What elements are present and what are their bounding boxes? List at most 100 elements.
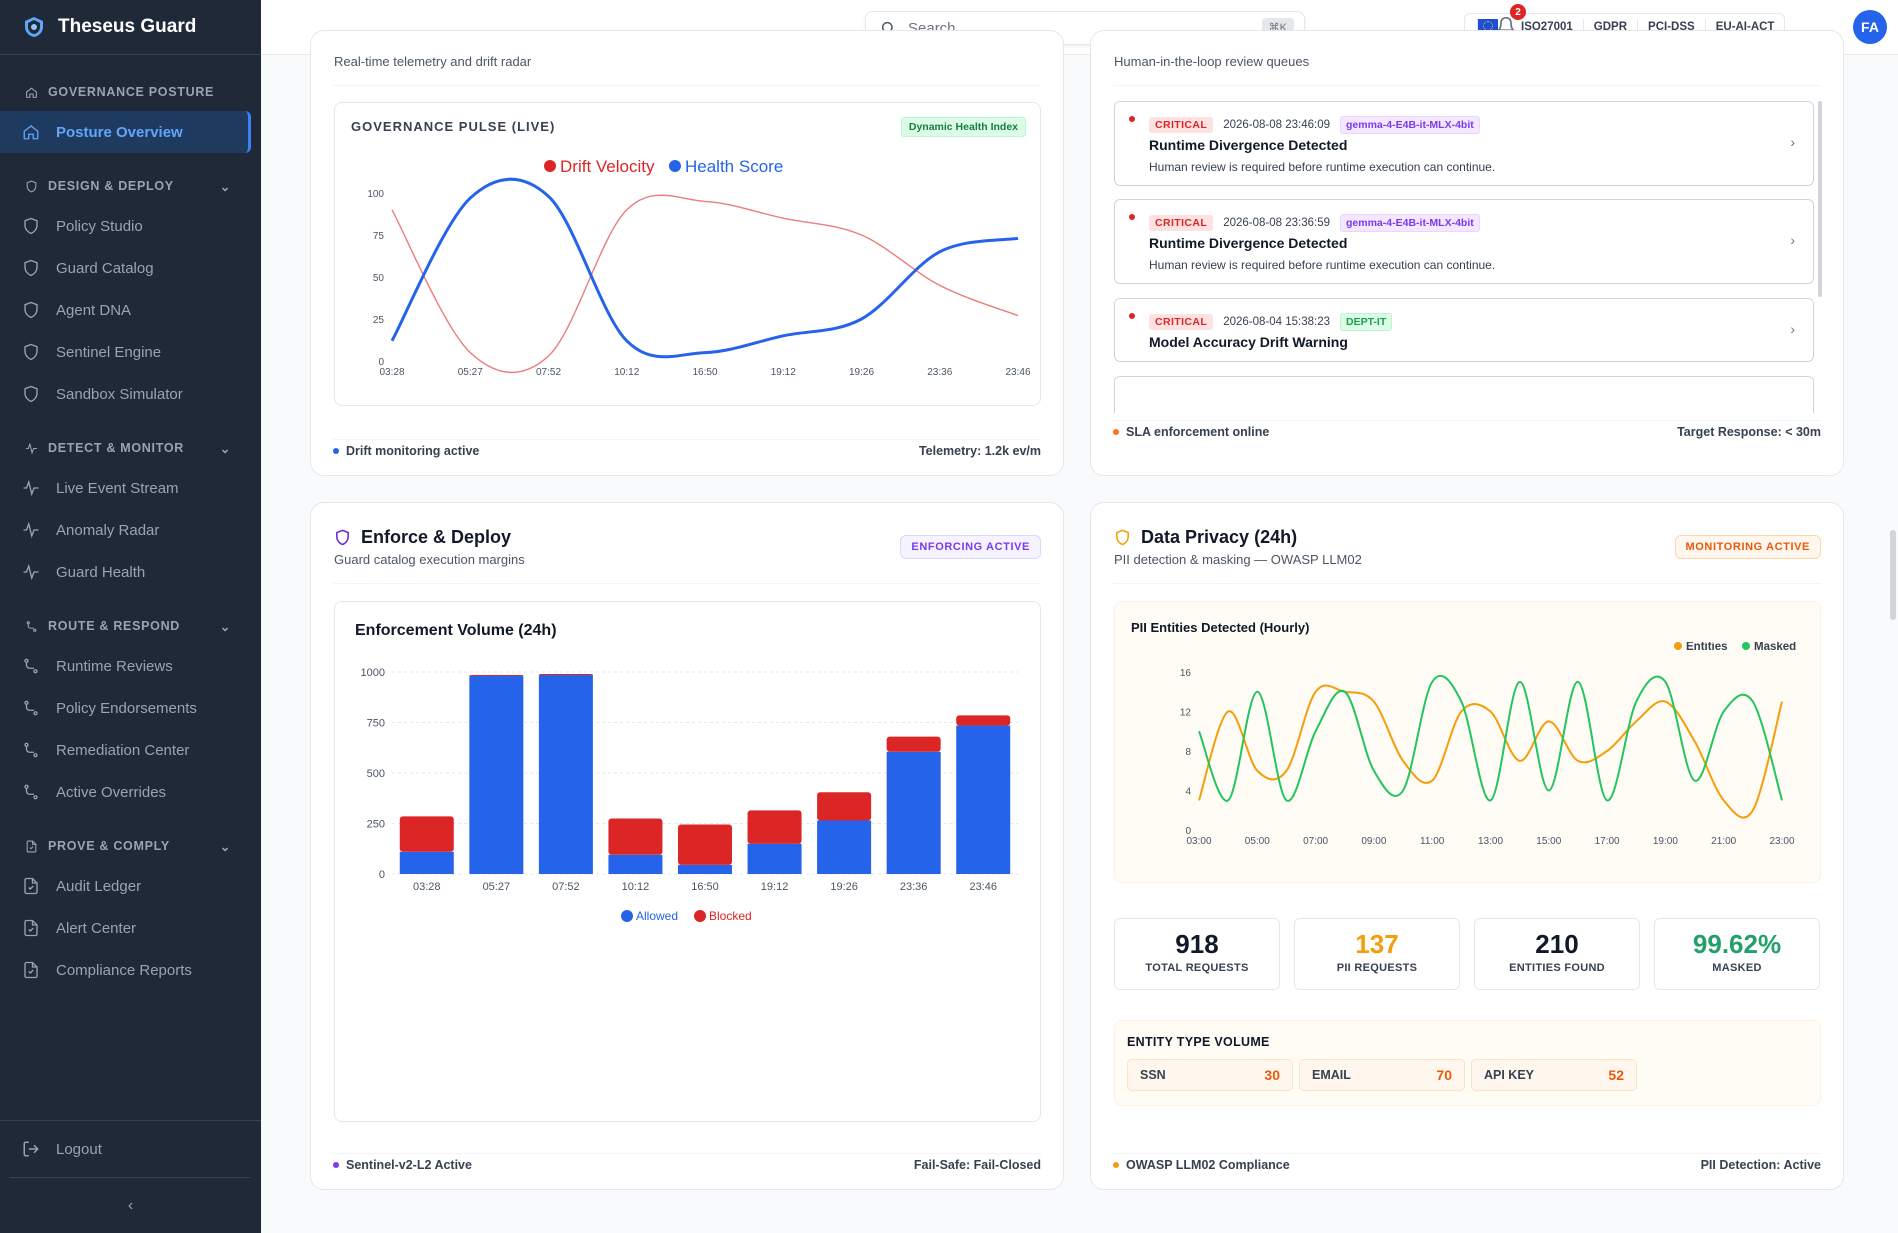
enforcement-chart-panel: Enforcement Volume (24h) 0 250 500 750 1000 0… [334, 601, 1041, 1122]
entity-name: API KEY [1484, 1068, 1535, 1082]
sidebar-item[interactable]: Active Overrides [0, 771, 261, 813]
review-queue: CRITICAL 2026-08-08 23:46:09 gemma-4-E4B-i… [1091, 101, 1831, 413]
x-tick-label: 19:12 [771, 367, 796, 378]
y-tick-label: 25 [373, 315, 385, 326]
footer-right: Fail-Safe: Fail-Closed [913, 1157, 1041, 1172]
notification-count: 2 [1510, 4, 1526, 20]
activity-icon [22, 521, 40, 539]
sidebar-item[interactable]: Alert Center [0, 907, 261, 949]
chart-title: Enforcement Volume (24h) [355, 622, 557, 639]
route-icon [22, 699, 40, 717]
x-tick-label: 10:12 [614, 367, 639, 378]
sidebar-footer: Logout ‹ [0, 1120, 261, 1233]
review-item[interactable]: CRITICAL 2026-08-08 23:36:59 gemma-4-E4B-i… [1114, 199, 1814, 284]
chevron-left-icon: ‹ [127, 1196, 134, 1214]
legend-label: Allowed [636, 909, 678, 922]
y-tick-label: 100 [367, 189, 384, 200]
card-subtitle: Real-time telemetry and drift radar [334, 54, 532, 69]
sidebar-item[interactable]: Posture Overview [0, 111, 251, 153]
sidebar-item[interactable]: Policy Studio [0, 205, 261, 247]
sidebar-section-2[interactable]: DETECT & MONITOR ⌄ [0, 437, 261, 459]
severity-dot [1129, 313, 1135, 319]
sidebar-item[interactable]: Anomaly Radar [0, 509, 261, 551]
bar-allowed [886, 751, 941, 874]
sidebar-section-3[interactable]: ROUTE & RESPOND ⌄ [0, 615, 261, 637]
sidebar-section-1[interactable]: DESIGN & DEPLOY ⌄ [0, 175, 261, 197]
chevron-right-icon: › [1790, 134, 1795, 150]
card-footer: Sentinel-v2-L2 Active Fail-Safe: Fail-Cl… [333, 1153, 1041, 1175]
sidebar-item[interactable]: Agent DNA [0, 289, 261, 331]
section-label: ROUTE & RESPOND [48, 619, 181, 633]
bar-allowed [469, 676, 524, 874]
brand[interactable]: Theseus Guard [0, 0, 261, 55]
avatar[interactable]: FA [1853, 10, 1887, 44]
sidebar-item-label: Anomaly Radar [56, 521, 160, 539]
y-tick-label: 0 [378, 357, 384, 368]
sidebar-item[interactable]: Remediation Center [0, 729, 261, 771]
sidebar-item[interactable]: Sandbox Simulator [0, 373, 261, 415]
card-subtitle: Guard catalog execution margins [334, 552, 525, 567]
entity-ssn: SSN 30 [1127, 1059, 1293, 1091]
section-label: DESIGN & DEPLOY [48, 179, 174, 193]
review-item[interactable]: CRITICAL 2026-08-04 15:38:23 DEPT-IT Model… [1114, 298, 1814, 362]
y-tick-label: 1000 [361, 667, 385, 679]
shield-icon [336, 529, 349, 546]
section-label: GOVERNANCE POSTURE [48, 85, 215, 99]
sidebar-item[interactable]: Compliance Reports [0, 949, 261, 991]
sidebar-section-4[interactable]: PROVE & COMPLY ⌄ [0, 835, 261, 857]
health-index-badge: Dynamic Health Index [900, 117, 1026, 137]
logout-button[interactable]: Logout [0, 1121, 261, 1177]
footer-left: Sentinel-v2-L2 Active [346, 1157, 472, 1172]
stat-pii-requests: 137 PII REQUESTS [1294, 918, 1460, 990]
collapse-sidebar-button[interactable]: ‹ [10, 1177, 251, 1233]
severity-dot [1129, 214, 1135, 220]
x-tick-label: 05:00 [1245, 836, 1270, 847]
x-tick-label: 19:00 [1653, 836, 1678, 847]
sidebar-item[interactable]: Audit Ledger [0, 865, 261, 907]
shield-icon [22, 385, 40, 403]
severity-badge: CRITICAL [1149, 314, 1214, 330]
sidebar-item-label: Agent DNA [56, 301, 132, 319]
bar-allowed [608, 854, 663, 874]
sidebar-item[interactable]: Guard Health [0, 551, 261, 593]
file-check-icon [22, 837, 40, 855]
card-footer: Drift monitoring active Telemetry: 1.2k … [333, 439, 1041, 461]
status-dot [1113, 1161, 1119, 1168]
legend-marker [694, 910, 706, 922]
sidebar-item[interactable]: Policy Endorsements [0, 687, 261, 729]
sidebar-section-0: GOVERNANCE POSTURE [0, 81, 261, 103]
bar-allowed [538, 675, 593, 874]
logout-icon [22, 1140, 40, 1158]
file-check-icon [22, 919, 40, 937]
review-title: Runtime Divergence Detected [1149, 137, 1348, 153]
entity-name: SSN [1140, 1068, 1166, 1082]
bar-allowed [747, 843, 802, 874]
sidebar-item-label: Guard Catalog [56, 259, 154, 277]
x-tick-label: 15:00 [1536, 836, 1561, 847]
monitoring-badge: MONITORING ACTIVE [1674, 535, 1821, 559]
stat-total-requests: 918 TOTAL REQUESTS [1114, 918, 1280, 990]
legend-label: Masked [1754, 642, 1796, 653]
sidebar-item[interactable]: Sentinel Engine [0, 331, 261, 373]
activity-icon [22, 439, 40, 457]
sidebar-item[interactable]: Live Event Stream [0, 467, 261, 509]
review-item[interactable]: CRITICAL 2026-08-08 23:46:09 gemma-4-E4B-i… [1114, 101, 1814, 186]
x-tick-label: 16:50 [692, 367, 717, 378]
footer-right: Target Response: < 30m [1677, 424, 1821, 439]
queue-scrollbar[interactable] [1818, 101, 1822, 297]
page-scrollbar[interactable] [1890, 530, 1896, 620]
chevron-down-icon: ⌄ [219, 619, 231, 634]
stat-label: PII REQUESTS [1336, 962, 1418, 974]
sidebar-item[interactable]: Runtime Reviews [0, 645, 261, 687]
y-tick-label: 12 [1180, 708, 1192, 719]
sidebar-item[interactable]: Guard Catalog [0, 247, 261, 289]
legend-marker [544, 160, 556, 172]
x-tick-label: 05:27 [483, 881, 511, 893]
footer-left: OWASP LLM02 Compliance [1126, 1157, 1290, 1172]
entity-type-panel: ENTITY TYPE VOLUME SSN 30 EMAIL 70 API KEY… [1114, 1020, 1821, 1106]
review-item[interactable] [1114, 376, 1814, 413]
chart-title: PII Entities Detected (Hourly) [1131, 620, 1310, 635]
governance-pulse-chart: Drift Velocity Health Score 0 25 50 75 100 03:2… [367, 157, 1031, 378]
x-tick-label: 07:52 [536, 367, 561, 378]
x-tick-label: 03:00 [1186, 836, 1211, 847]
